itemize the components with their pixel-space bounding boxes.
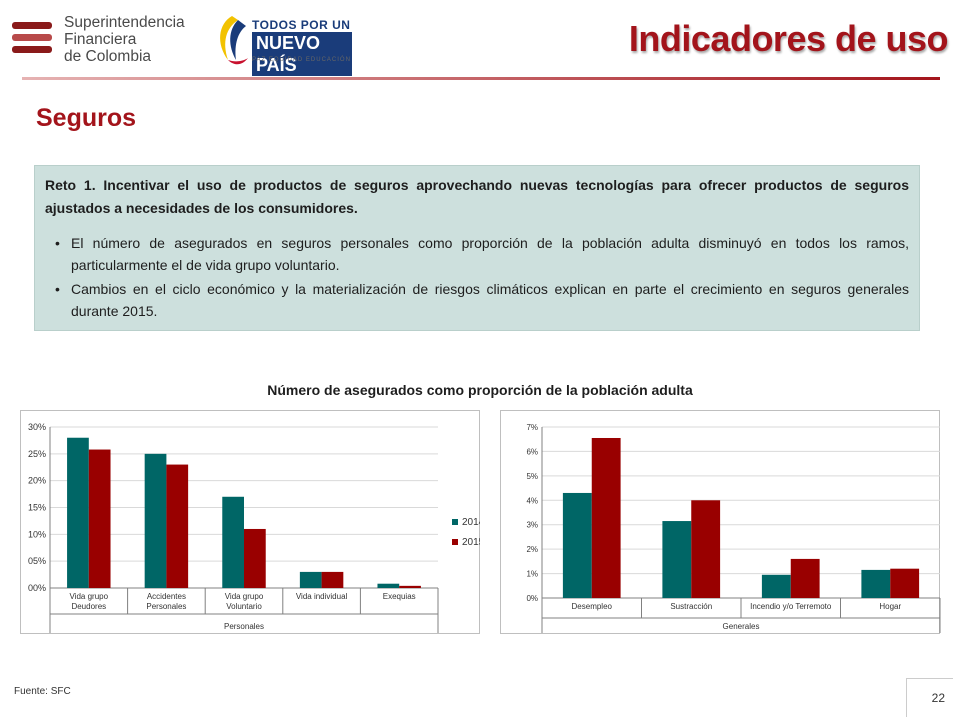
page-number: 22 — [931, 691, 945, 705]
bar-2015 — [591, 437, 621, 598]
bar-2014 — [761, 574, 791, 598]
finding-text: El número de asegurados en seguros perso… — [71, 235, 909, 273]
bar-2014 — [222, 496, 244, 588]
sfc-logo-line: de Colombia — [64, 48, 152, 65]
x-category-label: Vida grupo — [225, 592, 264, 601]
section-title: Seguros — [36, 104, 137, 132]
y-tick-label: 1% — [526, 570, 538, 579]
generales-bar-chart: 0% 1% 2% 3% 4% 5% 6% 7% Desempleo Sustracción Ince… — [500, 410, 941, 634]
sfc-logo-line: Financiera — [64, 31, 137, 48]
legend-label: 2015 — [462, 537, 480, 548]
y-tick-label: 3% — [526, 521, 538, 530]
x-category-label: Personales — [146, 602, 186, 611]
bar-2015 — [88, 449, 111, 588]
y-tick-label: 4% — [526, 496, 538, 505]
government-logo-line1: TODOS POR UN — [252, 18, 351, 32]
y-tick-label: 2% — [526, 545, 538, 554]
legend-label: 2014 — [462, 517, 480, 528]
bar-2014 — [861, 569, 891, 598]
bar-2015 — [890, 568, 920, 598]
finding-item: • Cambios en el ciclo económico y la mate… — [45, 278, 909, 322]
x-category-label: Accidentes — [147, 592, 186, 601]
bar-2014 — [662, 521, 692, 598]
bar-2015 — [166, 464, 189, 588]
bullet-icon: • — [55, 235, 60, 251]
y-tick-label: 10% — [28, 529, 46, 539]
x-category-label: Vida grupo — [70, 592, 109, 601]
y-tick-label: 00% — [28, 583, 46, 593]
y-tick-label: 0% — [526, 594, 538, 603]
header-divider — [22, 77, 940, 80]
bar-2014 — [299, 571, 322, 588]
bar-2015 — [790, 558, 820, 598]
y-tick-label: 20% — [28, 476, 46, 486]
x-category-label: Deudores — [71, 602, 106, 611]
challenge-statement: Reto 1. Incentivar el uso de productos d… — [45, 177, 909, 216]
y-tick-label: 5% — [526, 472, 538, 481]
bar-2014 — [562, 492, 592, 598]
page-number-box: 22 — [906, 678, 953, 717]
source-note: Fuente: SFC — [14, 686, 71, 697]
x-category-label: Hogar — [879, 602, 901, 611]
personales-bar-chart: 00%05%10%15%20%25%30%Vida grupoDeudoresA… — [20, 410, 480, 634]
x-category-label: Exequias — [383, 592, 416, 601]
bar-2015 — [399, 585, 421, 588]
bar-2015 — [244, 528, 266, 588]
findings-list: • El número de asegurados en seguros pers… — [45, 232, 909, 322]
finding-text: Cambios en el ciclo económico y la mater… — [71, 281, 909, 319]
y-tick-label: 7% — [526, 423, 538, 432]
y-tick-label: 25% — [28, 449, 46, 459]
bar-2015 — [321, 571, 344, 588]
page-title: Indicadores de uso — [628, 18, 949, 59]
sfc-logo-icon — [12, 22, 52, 53]
government-logo-line3: PAZ EQUIDAD EDUCACIÓN — [252, 57, 351, 63]
government-logo: TODOS POR UN NUEVO PAÍS PAZ EQUIDAD EDUC… — [212, 10, 352, 76]
sfc-logo-line: Superintendencia — [64, 14, 185, 31]
challenge-box: Reto 1. Incentivar el uso de productos d… — [34, 165, 920, 331]
x-category-label: Vida individual — [296, 592, 348, 601]
x-category-label: Desempleo — [572, 602, 613, 611]
x-category-label: Voluntario — [226, 602, 262, 611]
y-tick-label: 05% — [28, 556, 46, 566]
y-tick-label: 6% — [526, 447, 538, 456]
finding-item: • El número de asegurados en seguros pers… — [45, 232, 909, 276]
charts-title: Número de asegurados como proporción de … — [267, 382, 693, 398]
colombia-flag-swirl-icon — [220, 16, 248, 65]
legend-swatch — [452, 539, 458, 545]
bar-2014 — [144, 453, 167, 588]
sfc-logo: Superintendencia Financiera de Colombia — [8, 12, 188, 68]
x-group-label: Generales — [723, 622, 760, 631]
x-category-label: Incendio y/o Terremoto — [750, 602, 832, 611]
bar-2014 — [377, 583, 400, 588]
legend-swatch — [452, 519, 458, 525]
bullet-icon: • — [55, 281, 60, 297]
y-tick-label: 30% — [28, 422, 46, 432]
y-tick-label: 15% — [28, 503, 46, 513]
bar-2014 — [67, 437, 89, 588]
x-category-label: Sustracción — [670, 602, 712, 611]
bar-2015 — [691, 500, 721, 598]
x-group-label: Personales — [224, 622, 264, 631]
government-logo-line2: NUEVO PAÍS — [252, 32, 352, 76]
